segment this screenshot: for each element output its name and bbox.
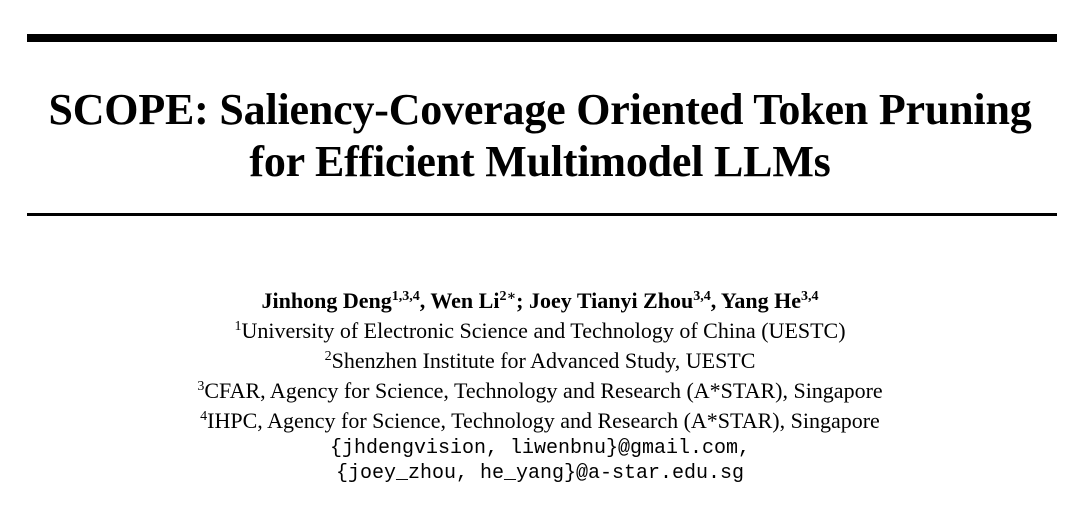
author-name: Yang He	[720, 288, 801, 313]
author-affiliation-marks: 1,3,4	[391, 289, 420, 304]
author-name: Joey Tianyi Zhou	[528, 288, 694, 313]
author-name: Wen Li	[430, 288, 500, 313]
author-separator: ,	[710, 288, 721, 313]
affiliation-mark: 4	[200, 409, 208, 424]
title-line-2: for Efficient Multimodel LLMs	[249, 137, 831, 186]
paper-title: SCOPE: Saliency-Coverage Oriented Token …	[0, 84, 1080, 188]
affiliation-text: IHPC, Agency for Science, Technology and…	[207, 408, 880, 433]
affiliation-mark: 3	[197, 379, 205, 394]
author-separator: ;	[516, 288, 529, 313]
author-affiliation-marks: 3,4	[800, 289, 819, 304]
affiliation-line: 3CFAR, Agency for Science, Technology an…	[0, 376, 1080, 406]
author-name: Jinhong Deng	[261, 288, 392, 313]
author-affiliation-marks: 3,4	[693, 289, 711, 304]
corresponding-author-mark: ∗	[506, 289, 517, 304]
author-affiliation-marks: 2	[499, 289, 507, 304]
author-block: Jinhong Deng1,3,4, Wen Li2∗; Joey Tianyi…	[0, 286, 1080, 486]
top-rule	[27, 34, 1057, 42]
title-rule	[27, 213, 1057, 216]
affiliation-line: 1University of Electronic Science and Te…	[0, 316, 1080, 346]
affiliation-text: CFAR, Agency for Science, Technology and…	[204, 378, 883, 403]
author-list: Jinhong Deng1,3,4, Wen Li2∗; Joey Tianyi…	[0, 286, 1080, 316]
affiliation-text: Shenzhen Institute for Advanced Study, U…	[331, 348, 756, 373]
affiliation-line: 2Shenzhen Institute for Advanced Study, …	[0, 346, 1080, 376]
affiliation-text: University of Electronic Science and Tec…	[241, 318, 846, 343]
email-line: {joey_zhou, he_yang}@a-star.edu.sg	[335, 462, 745, 485]
affiliation-line: 4IHPC, Agency for Science, Technology an…	[0, 406, 1080, 436]
title-line-1: SCOPE: Saliency-Coverage Oriented Token …	[48, 85, 1032, 134]
author-separator: ,	[419, 288, 431, 313]
affiliation-mark: 1	[234, 319, 242, 334]
email-line: {jhdengvision, liwenbnu}@gmail.com,	[329, 437, 751, 460]
affiliation-mark: 2	[324, 349, 332, 364]
